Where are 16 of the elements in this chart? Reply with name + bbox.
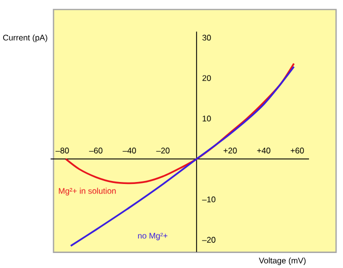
x-tick-label: –20: [156, 148, 170, 154]
y-tick-label: –10: [202, 196, 216, 202]
y-tick-label: 10: [202, 116, 211, 122]
y-tick-label: 20: [202, 75, 211, 82]
x-tick-label: +60: [290, 148, 304, 154]
series-label: Mg²+ in solution: [58, 188, 116, 196]
text: no Mg²+: [138, 232, 168, 240]
x-tick-label: +20: [224, 148, 237, 154]
x-tick-label: –80: [56, 148, 69, 154]
x-tick-label: –60: [89, 148, 102, 154]
x-tick-label: –40: [122, 148, 136, 154]
y-tick-label: –20: [202, 237, 216, 243]
x-axis-title: Voltage (mV): [258, 258, 306, 266]
x-tick-label: +40: [257, 148, 270, 154]
y-axis-title: Current (pA): [3, 34, 48, 42]
y-tick-label: 30: [202, 34, 211, 41]
